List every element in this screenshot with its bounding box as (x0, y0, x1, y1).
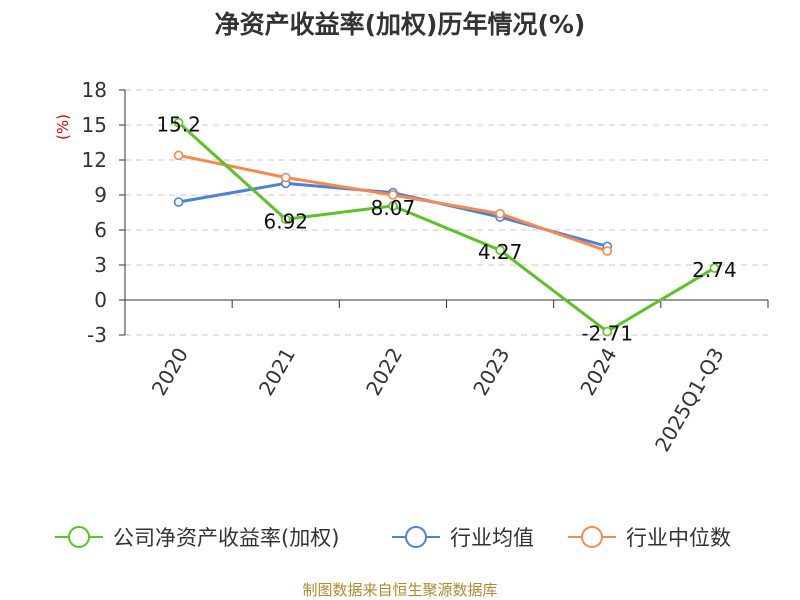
legend-marker (68, 526, 90, 548)
y-tick-label: 0 (94, 288, 107, 312)
y-tick-label: 18 (82, 78, 107, 102)
series-lines (173, 117, 720, 337)
data-point (388, 201, 398, 211)
y-tick-label: 9 (94, 183, 107, 207)
data-point (280, 172, 291, 183)
chart-title: 净资产收益率(加权)历年情况(%) (215, 10, 586, 39)
data-point (173, 197, 184, 207)
data-label: 15.2 (156, 113, 201, 137)
legend: 公司净资产收益率(加权) 行业均值 行业中位数 (55, 526, 731, 550)
legend-label: 行业均值 (450, 526, 534, 550)
data-label: 6.92 (263, 209, 308, 233)
data-label: 2.74 (692, 258, 737, 282)
y-tick-label: 12 (82, 148, 107, 172)
axes (119, 89, 769, 336)
series-line (177, 121, 716, 334)
legend-label: 行业中位数 (626, 526, 731, 550)
data-point (602, 326, 613, 337)
x-tick-label: 2020 (147, 344, 193, 400)
x-tick-label: 2021 (254, 344, 300, 400)
y-tick-labels: -3 0 3 6 9 12 15 18 (82, 78, 107, 347)
y-tick-label: -3 (87, 323, 107, 347)
grid-lines (125, 89, 768, 336)
data-point (495, 208, 505, 219)
data-label: -2.71 (581, 322, 633, 346)
data-labels: 15.2 6.92 8.07 4.27 -2.71 2.74 (156, 113, 736, 346)
legend-label: 公司净资产收益率(加权) (113, 526, 339, 550)
data-point (388, 190, 398, 200)
data-point (280, 214, 291, 225)
y-tick-label: 6 (94, 218, 107, 242)
legend-marker (405, 526, 427, 548)
data-label: 4.27 (478, 240, 523, 264)
data-point (709, 263, 720, 273)
y-tick-label: 3 (94, 253, 107, 277)
x-tick-labels: 2020 2021 2022 2023 2024 2025Q1-Q3 (147, 344, 729, 456)
data-point (173, 117, 184, 128)
x-tick-label: 2022 (361, 344, 407, 400)
x-tick-label: 2025Q1-Q3 (650, 344, 729, 456)
x-tick-label: 2024 (575, 344, 621, 400)
source-note: 制图数据来自恒生聚源数据库 (302, 581, 497, 599)
data-point (173, 150, 184, 161)
y-axis-label: (%) (54, 114, 72, 140)
legend-marker (581, 526, 603, 548)
y-tick-label: 15 (82, 113, 107, 137)
x-tick-label: 2023 (468, 344, 514, 400)
data-point (602, 246, 613, 256)
data-point (495, 245, 505, 255)
data-label: 8.07 (371, 196, 416, 220)
